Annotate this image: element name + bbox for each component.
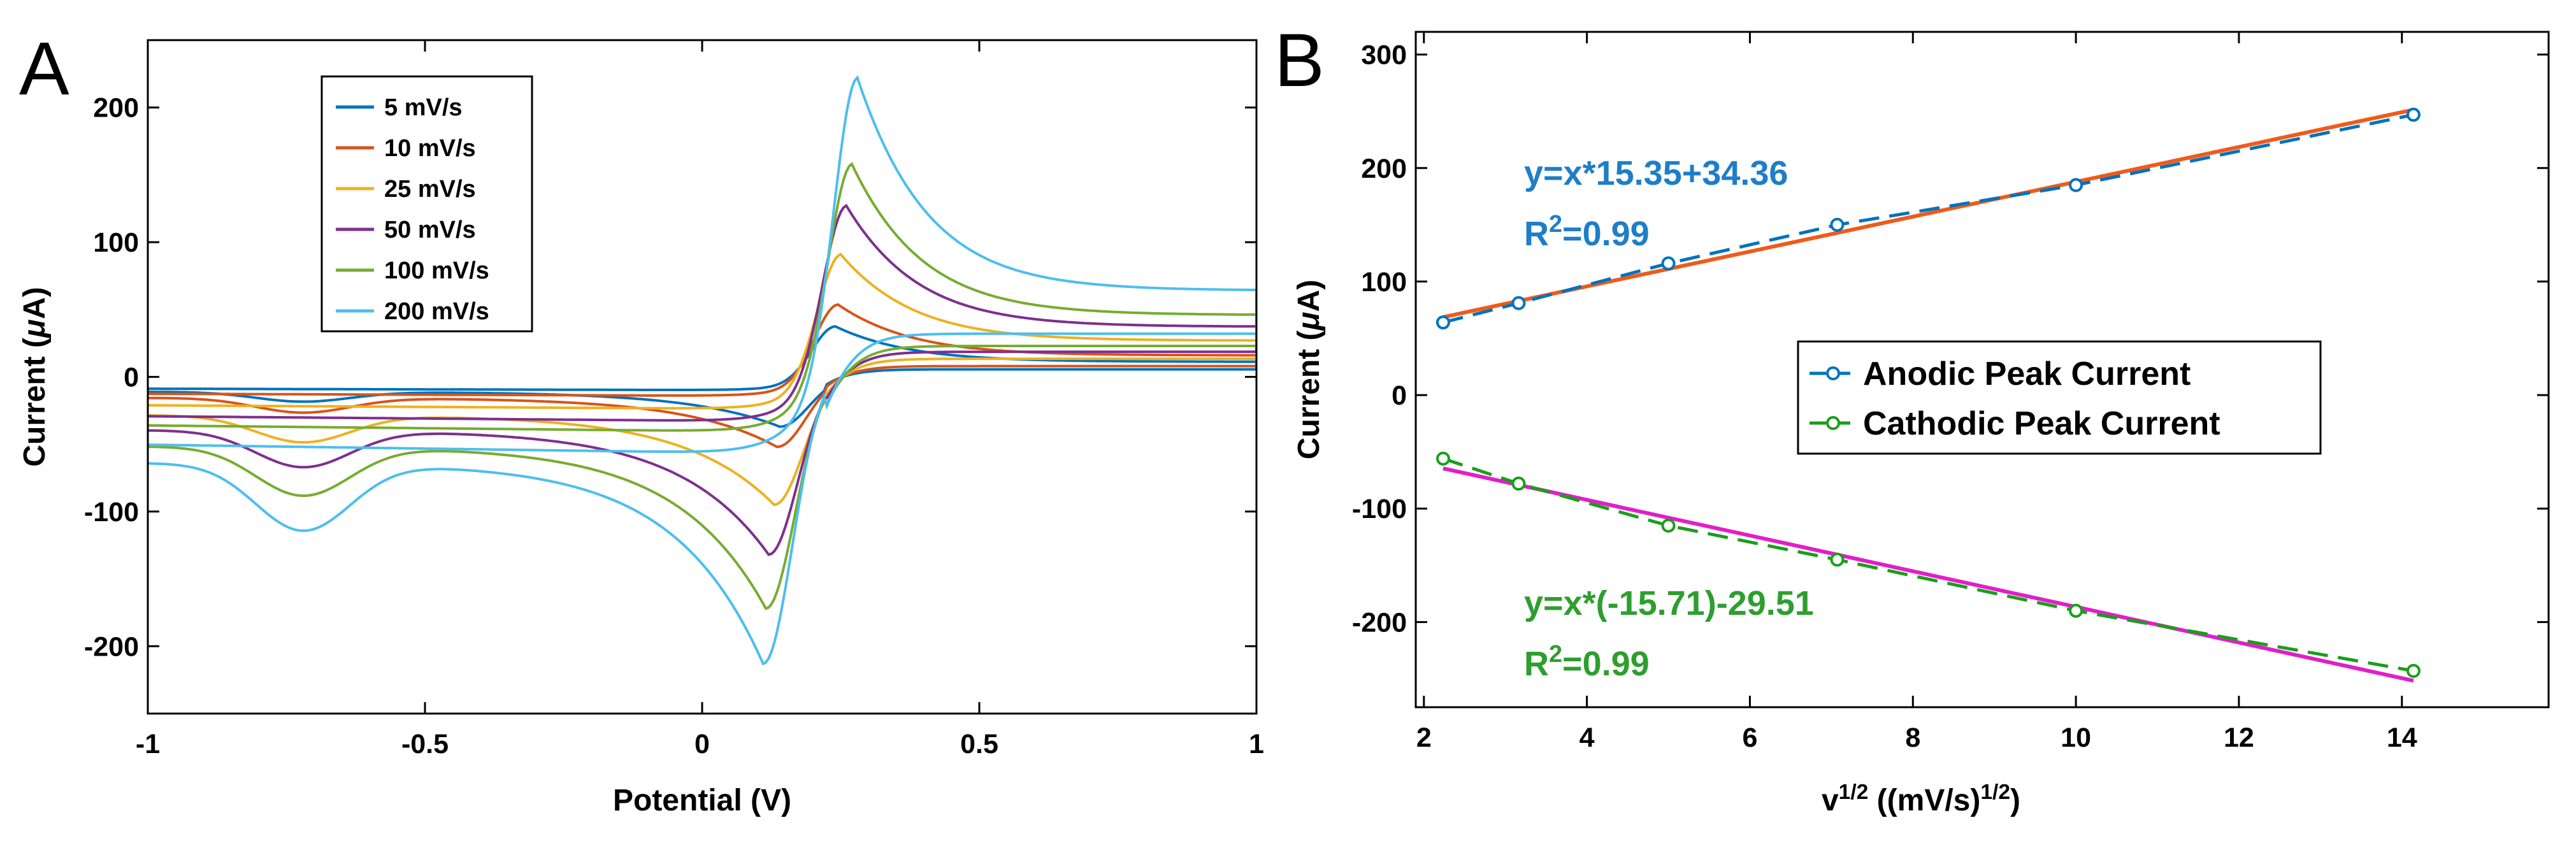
plot-area-a: [148, 40, 1256, 714]
y-tick-label-a: -100: [84, 497, 139, 528]
legend-label-a: 10 mV/s: [384, 135, 476, 162]
y-tick-label-a: 0: [124, 363, 139, 393]
data-point-2: [2069, 603, 2083, 618]
x-axis-label-b: v1/2 ((mV/s)1/2): [1822, 780, 2020, 818]
y-tick-label-a: 200: [93, 93, 139, 124]
legend-label-a: 200 mV/s: [384, 298, 489, 325]
legend-marker-b: [1826, 366, 1840, 380]
panel-label-a: A: [19, 27, 69, 111]
data-point-2: [2406, 663, 2421, 678]
x-tick-label-b: 12: [2224, 722, 2254, 753]
x-tick-label-b: 14: [2387, 722, 2417, 753]
y-tick-label-b: 300: [1361, 40, 1407, 71]
x-tick-label-a: -0.5: [401, 729, 449, 759]
x-tick-label-a: -1: [136, 729, 160, 759]
series-line-1: [1443, 113, 2414, 324]
fit-equation-1: y=x*15.35+34.36: [1524, 154, 1788, 192]
y-tick-label-b: -200: [1352, 607, 1407, 638]
y-tick-label-a: -200: [84, 631, 139, 662]
curves-a: [148, 75, 1256, 666]
data-point-2: [1511, 477, 1526, 491]
x-axis-label-a: Potential (V): [613, 784, 791, 817]
x-tick-label-b: 2: [1416, 722, 1432, 753]
legend-label-b: Anodic Peak Current: [1863, 356, 2191, 392]
y-axis-label-a: Current (μA): [18, 287, 52, 466]
fit-line-1: [1443, 108, 2414, 319]
data-point-1: [1436, 315, 1450, 330]
cv-curve-5: [148, 162, 1256, 610]
legend-label-a: 25 mV/s: [384, 176, 476, 203]
x-tick-label-b: 6: [1742, 722, 1757, 753]
y-tick-label-a: 100: [93, 227, 139, 258]
chart-a: -1 -0.5 0 0.5 1 -200 -100 0 100 200 Potential (V) C…: [18, 39, 1264, 817]
data-point-2: [1830, 552, 1845, 567]
cv-curve-1: [148, 325, 1256, 428]
y-tick-label-b: 0: [1392, 380, 1407, 411]
data-point-2: [1436, 451, 1450, 466]
data-point-1: [2406, 108, 2421, 122]
fit-r2-1: R2=0.99: [1524, 211, 1650, 253]
x-tick-label-a: 1: [1249, 729, 1264, 759]
data-point-1: [2069, 178, 2083, 192]
legend-label-a: 50 mV/s: [384, 217, 476, 243]
chart-b: 2 4 6 8 10 12 14 -200 -100 0 100 200 300 v1/2 ((mV/s)…: [1292, 31, 2550, 818]
series-line-2: [1443, 457, 2414, 673]
data-point-2: [1661, 518, 1676, 533]
legend-marker-b: [1826, 416, 1840, 430]
cv-curve-6: [148, 75, 1256, 666]
x-tick-label-a: 0: [694, 729, 710, 759]
y-tick-label-b: 100: [1361, 267, 1407, 298]
y-tick-label-b: -100: [1352, 494, 1407, 524]
y-tick-label-b: 200: [1361, 154, 1407, 184]
data-point-1: [1830, 217, 1845, 232]
fit-line-2: [1443, 466, 2414, 683]
cv-curve-4: [148, 203, 1256, 556]
axes-box-b: [1414, 31, 2550, 708]
x-tick-label-b: 10: [2061, 722, 2091, 753]
legend-label-a: 5 mV/s: [384, 94, 463, 121]
legend-a: [320, 75, 533, 333]
cv-curve-2: [148, 303, 1256, 449]
data-point-1: [1661, 256, 1676, 271]
x-tick-label-b: 4: [1579, 722, 1595, 753]
panel-label-b: B: [1274, 18, 1325, 103]
data-point-1: [1511, 296, 1526, 310]
x-tick-label-a: 0.5: [960, 729, 998, 759]
y-axis-label-b: Current (μA): [1292, 280, 1326, 459]
legend-label-a: 100 mV/s: [384, 257, 489, 284]
x-tick-label-b: 8: [1905, 722, 1920, 753]
fit-r2-2: R2=0.99: [1524, 641, 1650, 683]
fit-equation-2: y=x*(-15.71)-29.51: [1524, 584, 1814, 622]
legend-b: [1797, 340, 2322, 455]
legend-label-b: Cathodic Peak Current: [1863, 405, 2220, 442]
